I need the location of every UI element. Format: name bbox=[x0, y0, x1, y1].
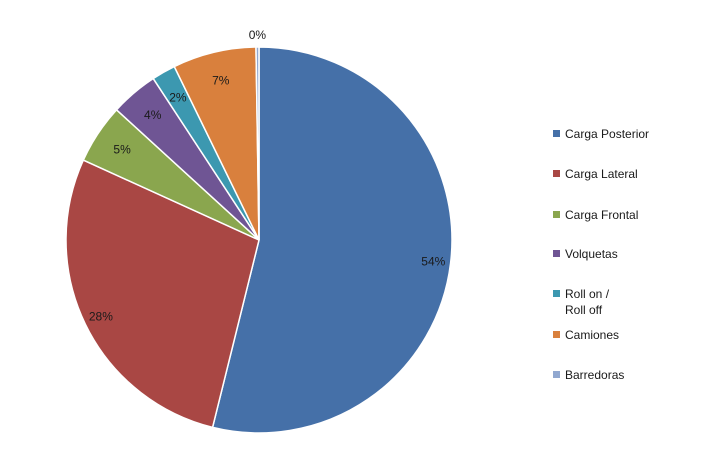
pie-slices bbox=[65, 46, 453, 434]
legend-label: Carga Frontal bbox=[565, 208, 639, 222]
data-label-carga-frontal: 5% bbox=[113, 143, 131, 157]
legend-label: Camiones bbox=[565, 328, 620, 342]
data-label-camiones: 7% bbox=[212, 74, 230, 88]
legend-item-roll-on-roll-off: Roll on / Roll off bbox=[553, 286, 609, 318]
legend-swatch bbox=[553, 290, 560, 297]
data-label-roll-on-roll-off: 2% bbox=[169, 90, 187, 104]
pie-slice-carga-lateral bbox=[65, 159, 260, 429]
legend-swatch bbox=[553, 250, 560, 257]
pie-data-labels: 54% 28% 5% 4% 2% 7% 0% bbox=[89, 28, 446, 324]
pie-slice-carga-posterior bbox=[211, 46, 453, 434]
data-label-barredoras: 0% bbox=[249, 28, 267, 42]
legend-item-carga-posterior: Carga Posterior bbox=[553, 126, 649, 142]
legend-label: Roll on / Roll off bbox=[565, 287, 610, 317]
data-label-carga-lateral: 28% bbox=[89, 310, 113, 324]
legend-item-barredoras: Barredoras bbox=[553, 367, 624, 383]
legend-swatch bbox=[553, 211, 560, 218]
legend-item-carga-frontal: Carga Frontal bbox=[553, 207, 638, 223]
data-label-carga-posterior: 54% bbox=[421, 254, 445, 268]
legend-label: Carga Lateral bbox=[565, 167, 638, 181]
legend-swatch bbox=[553, 170, 560, 177]
legend-swatch bbox=[553, 331, 560, 338]
pie-slice-barredoras bbox=[255, 46, 260, 241]
legend-item-volquetas: Volquetas bbox=[553, 246, 618, 262]
data-label-volquetas: 4% bbox=[144, 108, 162, 122]
legend-label: Carga Posterior bbox=[565, 127, 650, 141]
legend-item-camiones: Camiones bbox=[553, 327, 619, 343]
legend-item-carga-lateral: Carga Lateral bbox=[553, 166, 638, 182]
legend-swatch bbox=[553, 371, 560, 378]
legend-swatch bbox=[553, 130, 560, 137]
legend-label: Barredoras bbox=[565, 368, 625, 382]
legend-label: Volquetas bbox=[565, 247, 618, 261]
